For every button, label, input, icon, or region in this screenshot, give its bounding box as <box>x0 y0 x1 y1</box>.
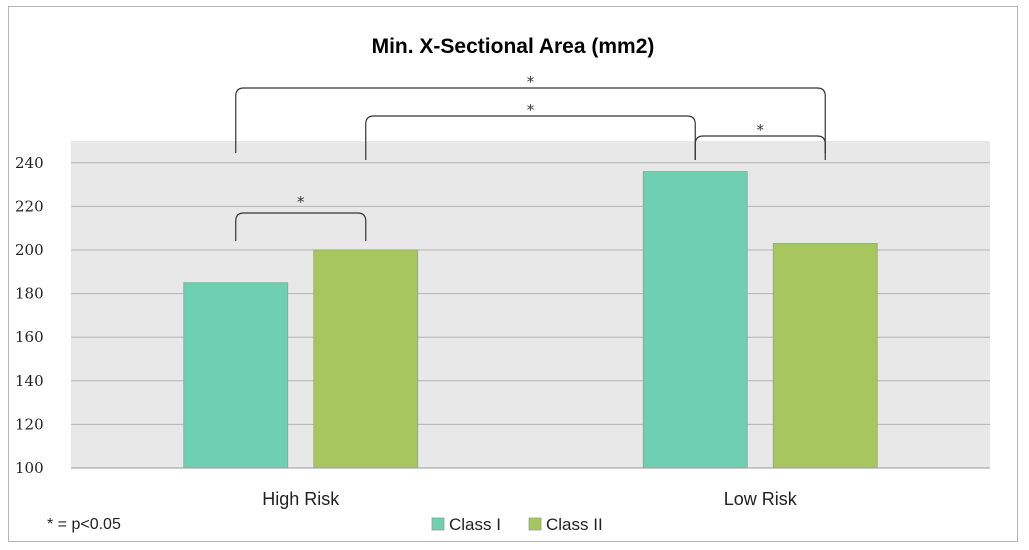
significance-star: * <box>757 121 765 139</box>
bar <box>642 171 748 469</box>
x-category-label: Low Risk <box>724 489 798 509</box>
x-category-label: High Risk <box>262 489 340 509</box>
significance-star: * <box>527 73 535 91</box>
legend-swatch <box>431 517 445 531</box>
significance-bracket <box>694 135 826 160</box>
legend-label: Class II <box>546 515 603 534</box>
y-tick-label: 200 <box>15 241 44 259</box>
legend: Class I Class II <box>431 515 603 534</box>
x-axis-category-labels: High Risk Low Risk <box>262 489 798 509</box>
bar <box>772 243 878 469</box>
chart-frame: 100 120 140 160 180 200 220 240 High Risk Low Ri… <box>8 6 1018 542</box>
significance-brackets: * * * * <box>235 73 826 241</box>
chart-svg: 100 120 140 160 180 200 220 240 High Risk Low Ri… <box>15 35 990 534</box>
bar <box>183 282 289 469</box>
bar <box>313 249 419 469</box>
y-tick-label: 140 <box>15 372 44 390</box>
y-tick-label: 220 <box>15 197 44 215</box>
y-tick-label: 120 <box>15 415 44 433</box>
chart-title: Min. X-Sectional Area (mm2) <box>372 35 655 58</box>
y-tick-label: 160 <box>15 328 44 346</box>
legend-swatch <box>528 517 542 531</box>
significance-bracket <box>235 212 367 241</box>
legend-label: Class I <box>449 515 501 534</box>
significance-footnote: * = p<0.05 <box>47 516 121 533</box>
y-tick-label: 180 <box>15 285 44 303</box>
y-tick-label: 100 <box>15 459 44 477</box>
bars <box>183 171 878 469</box>
significance-star: * <box>297 193 305 211</box>
significance-bracket <box>235 87 826 153</box>
significance-bracket <box>365 115 696 160</box>
significance-star: * <box>527 101 535 119</box>
y-tick-label: 240 <box>15 154 44 172</box>
y-axis-tick-labels: 100 120 140 160 180 200 220 240 <box>15 154 44 477</box>
